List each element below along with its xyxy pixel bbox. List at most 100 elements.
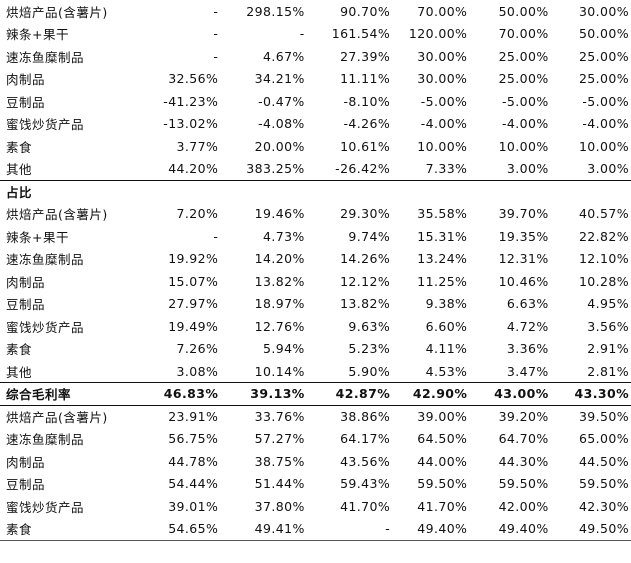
row-label: 素食	[6, 342, 33, 358]
empty-cell	[392, 539, 470, 563]
value-cell: 12.10%	[578, 251, 629, 267]
value-cell: -8.10%	[343, 93, 391, 109]
value-cell: 298.15%	[246, 3, 305, 19]
value-cell: 6.60%	[425, 318, 468, 334]
value-cell: 5.90%	[348, 363, 391, 379]
row-label: 豆制品	[6, 297, 46, 313]
row-label: 其他	[6, 364, 33, 380]
value-cell: 49.41%	[254, 521, 305, 536]
value-cell: -5.00%	[582, 93, 629, 109]
growth-row: 其他 44.20% 383.25% -26.42% 7.33% 3.00% 3.00%	[0, 158, 631, 181]
empty-cell	[0, 539, 155, 563]
value-cell: 12.12%	[340, 273, 391, 289]
value-cell: -	[213, 48, 219, 64]
value-cell: 3.36%	[506, 341, 549, 357]
value-cell: 59.50%	[578, 476, 629, 492]
value-cell: 27.39%	[340, 48, 391, 64]
empty-cell	[154, 179, 221, 203]
value-cell: 120.00%	[408, 26, 468, 42]
value-cell: 3.00%	[587, 161, 629, 176]
row-label: 素食	[6, 139, 33, 155]
value-cell: 70.00%	[498, 26, 549, 42]
row-label: 豆制品	[6, 477, 46, 493]
row-label: 肉制品	[6, 72, 46, 88]
margin-row: 素食 54.65% 49.41% - 49.40% 49.40% 49.50%	[0, 518, 631, 541]
value-cell: 19.46%	[254, 206, 305, 222]
row-label: 肉制品	[6, 454, 46, 470]
value-cell: 38.75%	[254, 453, 305, 469]
gross-margin-total-row: 综合毛利率 46.83% 39.13% 42.87% 42.90% 43.00% 43.30…	[0, 382, 631, 406]
value-cell: 32.56%	[168, 71, 219, 87]
row-label: 蜜饯炒货产品	[6, 117, 85, 133]
value-cell: 2.91%	[587, 341, 629, 357]
value-cell: 15.31%	[417, 228, 468, 244]
value-cell: 44.30%	[498, 453, 549, 469]
growth-row: 速冻鱼糜制品 - 4.67% 27.39% 30.00% 25.00% 25.00%	[0, 45, 631, 68]
value-cell: 18.97%	[254, 296, 305, 312]
value-cell: 10.46%	[498, 273, 549, 289]
value-cell: 39.13%	[220, 382, 307, 406]
value-cell: 10.00%	[498, 138, 549, 154]
value-cell: 9.38%	[425, 296, 468, 312]
value-cell: 4.95%	[587, 296, 629, 312]
value-cell: 2.81%	[587, 363, 629, 379]
growth-row: 豆制品 -41.23% -0.47% -8.10% -5.00% -5.00% -5.00%	[0, 90, 631, 113]
value-cell: 14.20%	[254, 251, 305, 267]
share-row: 肉制品 15.07% 13.82% 12.12% 11.25% 10.46% 10.28%	[0, 270, 631, 293]
value-cell: 49.50%	[578, 521, 629, 536]
value-cell: 43.56%	[340, 453, 391, 469]
value-cell: 57.27%	[254, 431, 305, 447]
value-cell: 4.53%	[425, 363, 468, 379]
value-cell: 54.65%	[168, 521, 219, 536]
value-cell: -4.00%	[582, 116, 629, 132]
value-cell: 383.25%	[246, 161, 305, 176]
empty-cell	[306, 539, 393, 563]
value-cell: 9.63%	[348, 318, 391, 334]
row-label: 肉制品	[6, 274, 46, 290]
value-cell: 22.82%	[578, 228, 629, 244]
table-bottom-border	[0, 539, 631, 563]
value-cell: 25.00%	[578, 71, 629, 87]
share-row: 豆制品 27.97% 18.97% 13.82% 9.38% 6.63% 4.95%	[0, 293, 631, 316]
growth-row: 素食 3.77% 20.00% 10.61% 10.00% 10.00% 10.00%	[0, 135, 631, 158]
value-cell: 29.30%	[340, 206, 391, 222]
value-cell: 64.17%	[340, 431, 391, 447]
value-cell: -41.23%	[163, 93, 219, 109]
value-cell: 5.23%	[348, 341, 391, 357]
value-cell: 42.30%	[578, 498, 629, 514]
value-cell: 161.54%	[331, 26, 391, 42]
value-cell: 30.00%	[417, 48, 468, 64]
value-cell: 35.58%	[417, 206, 468, 222]
value-cell: 39.70%	[498, 206, 549, 222]
margin-row: 豆制品 54.44% 51.44% 59.43% 59.50% 59.50% 59.50%	[0, 473, 631, 496]
value-cell: 10.14%	[254, 363, 305, 379]
value-cell: 6.63%	[506, 296, 549, 312]
value-cell: 59.50%	[498, 476, 549, 492]
value-cell: 42.90%	[392, 382, 470, 406]
value-cell: 49.40%	[498, 521, 549, 536]
value-cell: 19.35%	[498, 228, 549, 244]
share-row: 烘焙产品(含薯片) 7.20% 19.46% 29.30% 35.58% 39.70% 40…	[0, 203, 631, 226]
value-cell: 51.44%	[254, 476, 305, 492]
margin-row: 蜜饯炒货产品 39.01% 37.80% 41.70% 41.70% 42.00% 42.3…	[0, 495, 631, 518]
value-cell: 30.00%	[578, 3, 629, 19]
row-label: 烘焙产品(含薯片)	[6, 207, 108, 223]
row-label: 其他	[6, 162, 33, 177]
margin-row: 烘焙产品(含薯片) 23.91% 33.76% 38.86% 39.00% 39.20% 3…	[0, 405, 631, 428]
value-cell: 70.00%	[417, 3, 468, 19]
value-cell: 25.00%	[498, 71, 549, 87]
value-cell: 13.82%	[340, 296, 391, 312]
value-cell: 64.50%	[417, 431, 468, 447]
value-cell: -	[213, 228, 219, 244]
margin-row: 速冻鱼糜制品 56.75% 57.27% 64.17% 64.50% 64.70% 65.0…	[0, 428, 631, 451]
empty-cell	[220, 539, 307, 563]
value-cell: 34.21%	[254, 71, 305, 87]
row-label: 烘焙产品(含薯片)	[6, 410, 108, 425]
value-cell: 10.00%	[578, 138, 629, 154]
row-label: 蜜饯炒货产品	[6, 499, 85, 515]
growth-row: 辣条+果干 - - 161.54% 120.00% 70.00% 50.00%	[0, 23, 631, 46]
value-cell: 3.77%	[176, 138, 219, 154]
